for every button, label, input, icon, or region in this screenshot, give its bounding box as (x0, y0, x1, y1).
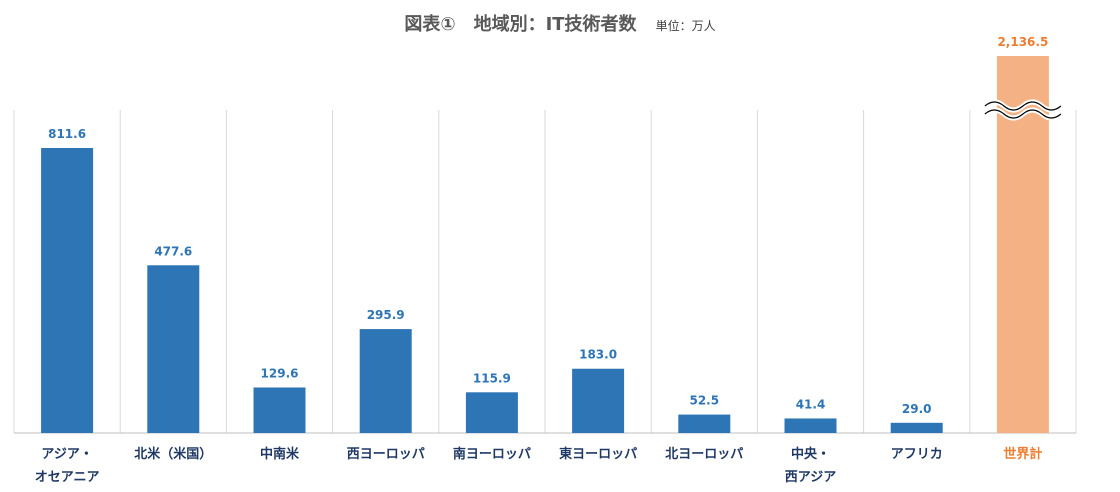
data-label: 115.9 (473, 371, 511, 385)
bar (678, 414, 731, 433)
bar (359, 329, 412, 433)
data-label: 295.9 (367, 308, 405, 322)
bar (890, 422, 943, 433)
data-label: 2,136.5 (997, 35, 1048, 49)
category-label: アジア・ (41, 447, 92, 462)
bar (147, 265, 200, 433)
category-label: 東ヨーロッパ (559, 446, 637, 462)
category-label: アフリカ (891, 447, 943, 462)
data-label: 41.4 (796, 397, 826, 411)
category-label: 西アジア (785, 470, 836, 485)
category-label: 北米（米国） (134, 446, 212, 462)
axis-break-line (984, 101, 1062, 111)
unit-label: 単位：万人 (655, 19, 716, 33)
data-label: 183.0 (579, 348, 617, 362)
chart-title: 図表① 地域別：IT技術者数 (404, 14, 637, 35)
title-row: 図表① 地域別：IT技術者数 単位：万人 (0, 10, 1120, 36)
category-label: 中南米 (260, 446, 300, 462)
bar (41, 148, 94, 433)
bar (465, 392, 518, 433)
category-label: 南ヨーロッパ (453, 446, 531, 462)
bar (784, 418, 837, 433)
bar (572, 368, 625, 433)
data-label: 477.6 (154, 244, 192, 258)
category-label: オセアニア (35, 470, 100, 485)
category-label: 世界計 (1003, 446, 1042, 462)
bar (253, 387, 306, 433)
category-label: 中央・ (791, 446, 830, 462)
bar-total (996, 56, 1049, 433)
category-label: 西ヨーロッパ (347, 447, 425, 462)
data-label: 129.6 (261, 366, 299, 380)
axis-break-line (984, 109, 1062, 119)
data-label: 29.0 (902, 402, 932, 416)
data-label: 811.6 (48, 127, 86, 141)
category-label: 北ヨーロッパ (665, 447, 743, 462)
data-label: 52.5 (689, 394, 719, 408)
